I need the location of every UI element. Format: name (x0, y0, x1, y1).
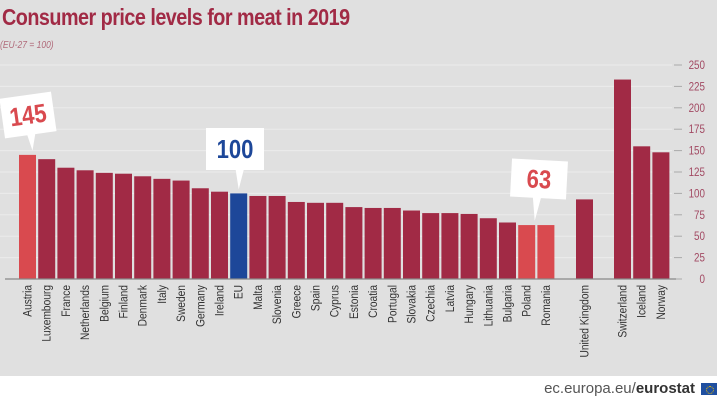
bar-finland (115, 173, 132, 279)
x-label: Portugal (387, 285, 400, 323)
x-label: Spain (310, 285, 323, 311)
bar-chart: 0 25 50 75 100 125 150 175 200 225 250 Austria Luxe… (0, 59, 705, 358)
bar-czechia (422, 213, 440, 279)
source-footer[interactable]: ec.europa.eu/eurostat (544, 380, 695, 397)
bar-germany (191, 188, 209, 279)
x-label: Germany (195, 285, 208, 327)
x-label: Switzerland (617, 285, 630, 338)
bar-estonia (345, 207, 363, 279)
y-tick-label: 225 (689, 81, 705, 94)
bar-eu (230, 193, 248, 279)
y-tick-label: 100 (689, 188, 705, 201)
callout-value: 100 (217, 135, 254, 164)
bar-iceland (633, 146, 651, 279)
callout-box (206, 128, 264, 190)
bar-france (57, 167, 75, 279)
y-tick-label: 200 (689, 102, 705, 115)
x-label: Lithuania (483, 284, 496, 326)
bar-bulgaria (499, 222, 516, 279)
footer-site: ec.europa.eu/ (544, 380, 636, 397)
y-tick-label: 250 (689, 59, 705, 72)
bar-luxembourg (38, 159, 56, 279)
x-label: Slovenia (271, 284, 284, 324)
chart-title: Consumer price levels for meat in 2019 (2, 4, 350, 30)
bar-portugal (383, 207, 401, 279)
callout-austria: 145 (0, 91, 57, 151)
x-label: EU (233, 285, 246, 299)
bar-denmark (134, 176, 152, 279)
bar-spain (307, 202, 324, 279)
callout-box (0, 91, 57, 151)
x-label: Bulgaria (502, 284, 515, 322)
y-tick-label: 175 (689, 123, 705, 136)
chart-subtitle: (EU-27 = 100) (0, 40, 54, 51)
x-label: Ireland (214, 285, 227, 316)
bar-lithuania (479, 218, 497, 279)
bar-latvia (441, 213, 459, 279)
callout-value: 63 (526, 165, 552, 195)
y-tick-label: 150 (689, 145, 705, 158)
bar-croatia (364, 207, 382, 279)
eu-flag-icon (701, 383, 717, 395)
callout-value: 145 (8, 99, 49, 133)
x-label: Netherlands (79, 285, 92, 340)
callout-box (510, 158, 568, 221)
x-label: Denmark (137, 285, 150, 327)
x-label: Iceland (636, 285, 649, 318)
bar-greece (287, 201, 305, 279)
bar-sweden (172, 180, 190, 279)
bar-malta (249, 195, 267, 279)
footer-brand: eurostat (635, 380, 695, 397)
bar-italy (153, 178, 171, 279)
bar-norway (652, 152, 670, 279)
bar-slovenia (268, 195, 286, 279)
x-label: Italy (156, 285, 169, 304)
x-label: Romania (540, 284, 553, 326)
bar-ireland (211, 191, 228, 279)
x-label: Estonia (348, 284, 361, 319)
x-label: Cyprus (329, 285, 342, 318)
x-label: Luxembourg (41, 285, 54, 342)
y-tick-label: 0 (700, 273, 705, 286)
x-label: Czechia (425, 284, 438, 322)
x-label: France (60, 285, 73, 317)
callout-eu: 100 (206, 128, 264, 190)
x-label: Malta (252, 284, 265, 310)
bar-switzerland (614, 79, 631, 279)
y-tick-label: 50 (694, 230, 705, 243)
bar-austria (19, 154, 36, 279)
bar-hungary (460, 213, 478, 279)
x-label: Finland (118, 285, 131, 318)
x-axis-labels: Austria Luxembourg France Netherlands Belgiu… (22, 284, 668, 357)
callout-romania: 63 (510, 158, 568, 221)
bars (19, 79, 670, 279)
x-label: Hungary (463, 285, 476, 324)
bar-slovakia (403, 210, 420, 279)
bar-netherlands (76, 170, 94, 279)
y-axis: 0 25 50 75 100 125 150 175 200 225 250 (5, 59, 705, 286)
y-tick-label: 75 (694, 209, 705, 222)
x-label: Greece (291, 285, 304, 318)
x-label: Norway (655, 285, 668, 320)
x-label: Croatia (367, 284, 380, 318)
y-tick-label: 125 (689, 166, 705, 179)
x-label: Sweden (175, 285, 188, 322)
y-tick-label: 25 (694, 252, 705, 265)
x-label: Austria (22, 284, 35, 316)
x-label: Latvia (444, 284, 457, 312)
x-label: Poland (521, 285, 534, 317)
bar-united-kingdom (576, 199, 593, 279)
callouts: 145 100 63 (0, 91, 568, 221)
x-label: United Kingdom (579, 285, 592, 358)
bar-belgium (95, 172, 113, 279)
bar-romania (537, 225, 555, 279)
bar-poland (518, 225, 536, 279)
x-label: Slovakia (406, 284, 419, 323)
bar-cyprus (326, 202, 344, 279)
x-label: Belgium (99, 285, 112, 322)
